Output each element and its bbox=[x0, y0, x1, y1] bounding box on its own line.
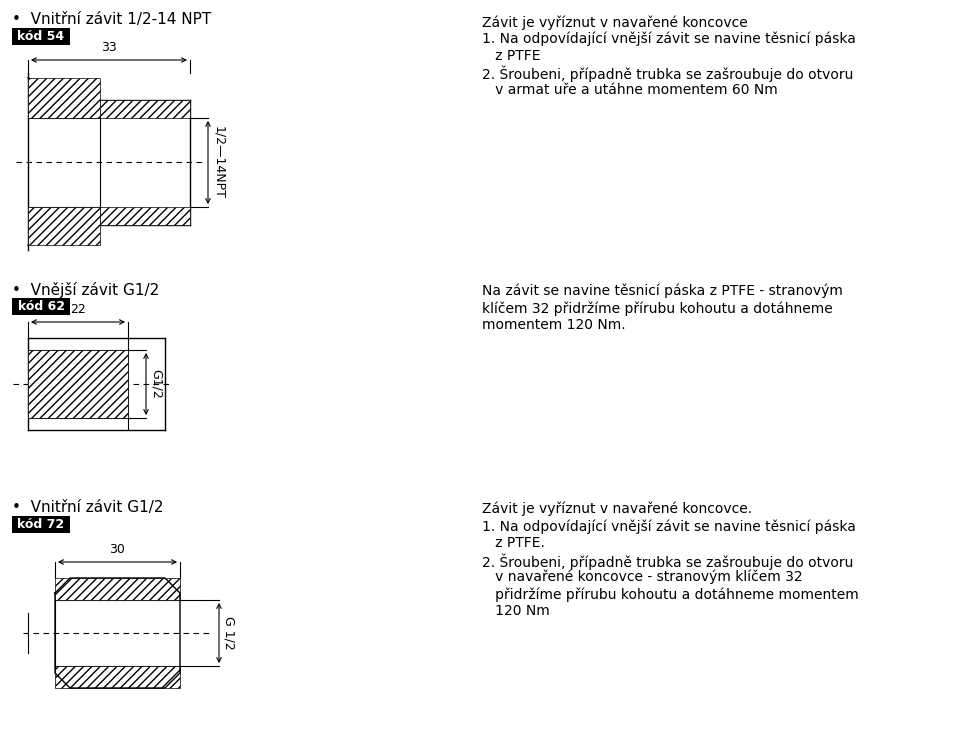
Text: kód 54: kód 54 bbox=[17, 30, 64, 43]
Text: momentem 120 Nm.: momentem 120 Nm. bbox=[482, 318, 626, 332]
Bar bbox=[12, 516, 70, 533]
Text: 33: 33 bbox=[101, 41, 117, 54]
Text: kód 72: kód 72 bbox=[17, 518, 64, 531]
Text: v armat uře a utáhne momentem 60 Nm: v armat uře a utáhne momentem 60 Nm bbox=[482, 83, 778, 97]
Bar bbox=[55, 666, 180, 688]
Text: •  Vnitřní závit G1/2: • Vnitřní závit G1/2 bbox=[12, 500, 163, 515]
Text: Závit je vyříznut v navařené koncovce.: Závit je vyříznut v navařené koncovce. bbox=[482, 502, 752, 516]
Bar bbox=[12, 298, 70, 315]
Bar bbox=[100, 207, 190, 225]
Text: 22: 22 bbox=[70, 303, 85, 316]
Bar bbox=[100, 100, 190, 118]
Text: klíčem 32 přidržíme přírubu kohoutu a dotáhneme: klíčem 32 přidržíme přírubu kohoutu a do… bbox=[482, 301, 832, 316]
Text: Závit je vyříznut v navařené koncovce: Závit je vyříznut v navařené koncovce bbox=[482, 15, 748, 30]
Text: v navařené koncovce - stranovým klíčem 32: v navařené koncovce - stranovým klíčem 3… bbox=[482, 570, 803, 585]
Bar bbox=[28, 350, 128, 418]
Bar bbox=[12, 28, 70, 45]
Text: 2. Šroubeni, případně trubka se zašroubuje do otvoru: 2. Šroubeni, případně trubka se zašroubu… bbox=[482, 66, 853, 83]
Text: 120 Nm: 120 Nm bbox=[482, 604, 550, 618]
Text: přidržíme přírubu kohoutu a dotáhneme momentem: přidržíme přírubu kohoutu a dotáhneme mo… bbox=[482, 587, 859, 601]
Text: G 1/2: G 1/2 bbox=[223, 616, 236, 650]
Bar bbox=[28, 207, 100, 245]
Text: 1/2—14NPT: 1/2—14NPT bbox=[212, 126, 225, 199]
Bar bbox=[28, 78, 100, 118]
Text: •  Vnější závit G1/2: • Vnější závit G1/2 bbox=[12, 282, 159, 298]
Text: Na závit se navine těsnicí páska z PTFE - stranovým: Na závit se navine těsnicí páska z PTFE … bbox=[482, 284, 843, 298]
Text: z PTFE: z PTFE bbox=[482, 49, 540, 63]
Text: 30: 30 bbox=[109, 543, 126, 556]
Text: G1/2: G1/2 bbox=[150, 369, 163, 399]
Text: kód 62: kód 62 bbox=[17, 300, 64, 313]
Text: 1. Na odpovídající vnější závit se navine těsnicí páska: 1. Na odpovídající vnější závit se navin… bbox=[482, 519, 856, 533]
Text: •  Vnitřní závit 1/2-14 NPT: • Vnitřní závit 1/2-14 NPT bbox=[12, 12, 211, 27]
Text: 1. Na odpovídající vnější závit se navine těsnicí páska: 1. Na odpovídající vnější závit se navin… bbox=[482, 32, 856, 46]
Bar bbox=[55, 578, 180, 600]
Text: z PTFE.: z PTFE. bbox=[482, 536, 545, 550]
Text: 2. Šroubeni, případně trubka se zašroubuje do otvoru: 2. Šroubeni, případně trubka se zašroubu… bbox=[482, 553, 853, 569]
